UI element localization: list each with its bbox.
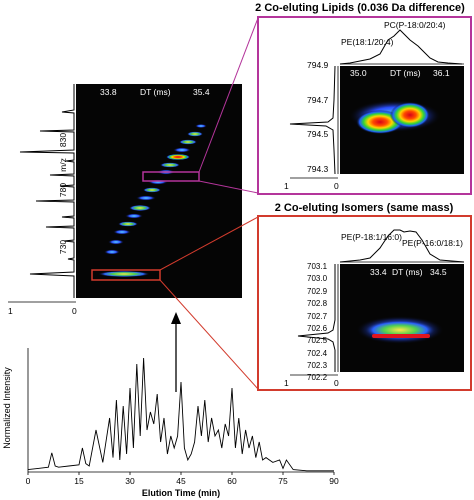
- feature: [118, 221, 138, 227]
- top-dt-profile: [339, 29, 463, 65]
- bottom-y-tick-10: 702.2: [307, 373, 328, 382]
- feature: [125, 213, 143, 219]
- feature: [143, 187, 161, 193]
- feature: [195, 124, 207, 128]
- main-dt-value-1: 33.8: [100, 87, 117, 97]
- chrom-x-tick-label: 45: [176, 476, 186, 486]
- top-peak-label-1: PE(18:1/20:4): [341, 37, 394, 47]
- top-x-tick-2: 0: [334, 181, 339, 191]
- red-connector-top: [159, 216, 259, 271]
- top-dt-value-2: 36.1: [433, 68, 450, 78]
- main-mz-tick-3: 730: [58, 240, 68, 254]
- top-y-ticks: 794.9 794.7 794.5 794.3: [307, 60, 329, 174]
- chrom-x-tick-label: 90: [329, 476, 339, 486]
- bottom-x-tick-1: 1: [284, 378, 289, 388]
- chromatogram: Normalized Intensity Elution Time (min) …: [2, 348, 339, 498]
- main-mz-axis-label: m/z: [58, 158, 68, 172]
- red-selection-box: [91, 269, 161, 281]
- chrom-trace: [27, 357, 334, 472]
- bottom-dt-profile: [339, 229, 465, 263]
- bottom-y-tick-6: 702.6: [307, 324, 328, 333]
- bottom-y-tick-5: 702.7: [307, 312, 328, 321]
- feature: [113, 229, 131, 235]
- bottom-y-tick-2: 703.0: [307, 274, 328, 283]
- feature: [187, 131, 203, 137]
- bottom-x-tick-2: 0: [334, 378, 339, 388]
- bottom-heatmap-core: [372, 334, 430, 338]
- bottom-panel-frame: [257, 215, 472, 391]
- main-dt-value-2: 35.4: [193, 87, 210, 97]
- main-x-tick-1: 1: [8, 306, 13, 316]
- main-mz-spectrum: [19, 84, 75, 298]
- bottom-peak-label-2: PE(P-16:0/18:1): [402, 238, 463, 248]
- feature: [166, 154, 190, 160]
- bottom-y-tick-7: 702.5: [307, 336, 328, 345]
- top-x-tick-1: 1: [284, 181, 289, 191]
- feature: [98, 271, 150, 277]
- top-dt-value-1: 35.0: [350, 68, 367, 78]
- bottom-y-tick-3: 702.9: [307, 287, 328, 296]
- arrow-head: [171, 312, 181, 324]
- feature: [173, 147, 191, 153]
- bottom-mz-profile: [297, 264, 336, 372]
- bottom-panel-title: 2 Co-eluting Isomers (same mass): [275, 202, 454, 214]
- chrom-x-tick-label: 75: [278, 476, 288, 486]
- magenta-selection-box: [142, 171, 200, 182]
- chrom-x-tick-label: 30: [125, 476, 135, 486]
- main-dt-axis-label: DT (ms): [140, 87, 171, 97]
- magenta-connector-bottom: [198, 180, 259, 194]
- bottom-y-tick-4: 702.8: [307, 299, 328, 308]
- top-panel-title: 2 Co-eluting Lipids (0.036 Da difference…: [255, 2, 465, 14]
- top-panel-frame: [257, 16, 472, 195]
- main-mz-tick-2: 780: [58, 183, 68, 197]
- bottom-peak-label-1: PE(P-18:1/16:0): [341, 232, 402, 242]
- feature: [160, 162, 180, 168]
- chrom-x-ticks: 0 15 30 45 60 75 90: [26, 472, 339, 486]
- feature: [136, 195, 156, 201]
- main-mz-tick-1: 830: [58, 133, 68, 147]
- top-y-tick-2: 794.7: [307, 95, 329, 105]
- feature: [179, 139, 197, 145]
- chrom-x-tick-label: 0: [26, 476, 31, 486]
- chrom-x-label: Elution Time (min): [142, 488, 220, 498]
- bottom-dt-value-2: 34.5: [430, 267, 447, 277]
- top-heatmap-spot-2: [390, 102, 430, 128]
- top-y-tick-3: 794.5: [307, 129, 329, 139]
- top-peak-label-2: PC(P-18:0/20:4): [384, 20, 446, 30]
- bottom-y-tick-9: 702.3: [307, 361, 328, 370]
- bottom-dt-value-1: 33.4: [370, 267, 387, 277]
- top-y-tick-4: 794.3: [307, 164, 329, 174]
- feature: [129, 205, 151, 211]
- chrom-y-label: Normalized Intensity: [2, 367, 12, 449]
- red-connector-bottom: [159, 279, 259, 390]
- top-dt-axis-label: DT (ms): [390, 68, 421, 78]
- bottom-dt-axis-label: DT (ms): [392, 267, 423, 277]
- chrom-x-tick-label: 15: [74, 476, 84, 486]
- top-y-tick-1: 794.9: [307, 60, 329, 70]
- feature: [104, 249, 120, 255]
- chrom-x-tick-label: 60: [227, 476, 237, 486]
- bottom-y-tick-1: 703.1: [307, 262, 328, 271]
- main-x-tick-2: 0: [72, 306, 77, 316]
- bottom-y-ticks: 703.1 703.0 702.9 702.8 702.7 702.6 702.…: [307, 262, 328, 382]
- magenta-connector-top: [198, 17, 259, 173]
- feature: [108, 239, 124, 245]
- bottom-y-tick-8: 702.4: [307, 349, 328, 358]
- top-mz-profile: [289, 65, 336, 175]
